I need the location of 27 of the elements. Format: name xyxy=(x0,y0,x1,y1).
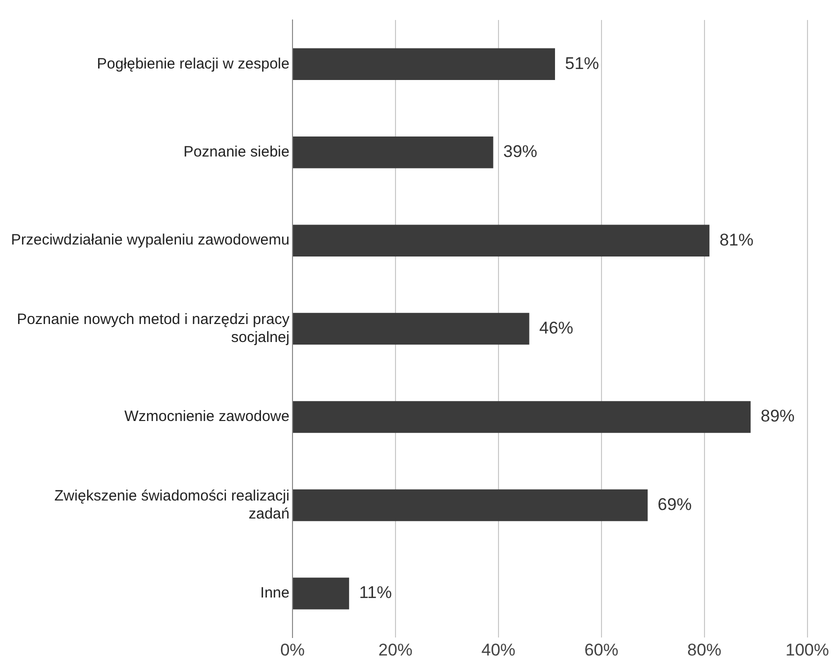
data-label: 39% xyxy=(503,142,538,162)
y-tick-label: Poznanie nowych metod i narzędzi pracy socjalnej xyxy=(16,310,290,346)
bar xyxy=(292,136,494,168)
y-tick-label: Zwiększenie świadomości realizacji zadań xyxy=(54,487,290,522)
data-label: 11% xyxy=(359,583,392,602)
data-label: 51% xyxy=(565,54,600,73)
y-tick-label: Inne xyxy=(260,584,290,602)
y-tick-label: Poznanie siebie xyxy=(184,143,290,160)
bar xyxy=(292,489,648,522)
data-label: 69% xyxy=(658,494,692,514)
bar xyxy=(292,48,556,80)
data-label: 46% xyxy=(539,318,574,338)
x-tick-label: 0% xyxy=(280,640,305,660)
x-tick-label: 40% xyxy=(481,640,516,660)
y-tick-label: Pogłębienie relacji w zespole xyxy=(96,55,290,72)
data-label: 81% xyxy=(719,230,754,250)
data-label: 89% xyxy=(760,406,795,426)
y-tick-label: Wzmocnienie zawodowe xyxy=(124,408,290,426)
x-tick-label: 80% xyxy=(687,640,722,660)
bar xyxy=(292,578,350,610)
x-tick-label: 20% xyxy=(378,640,412,660)
bar xyxy=(292,401,751,433)
x-tick-label: 100% xyxy=(786,640,829,660)
x-tick-label: 60% xyxy=(584,640,618,660)
bar xyxy=(292,224,710,256)
y-tick-label: Przeciwdziałanie wypaleniu zawodowemu xyxy=(10,232,290,249)
bar xyxy=(292,312,530,345)
